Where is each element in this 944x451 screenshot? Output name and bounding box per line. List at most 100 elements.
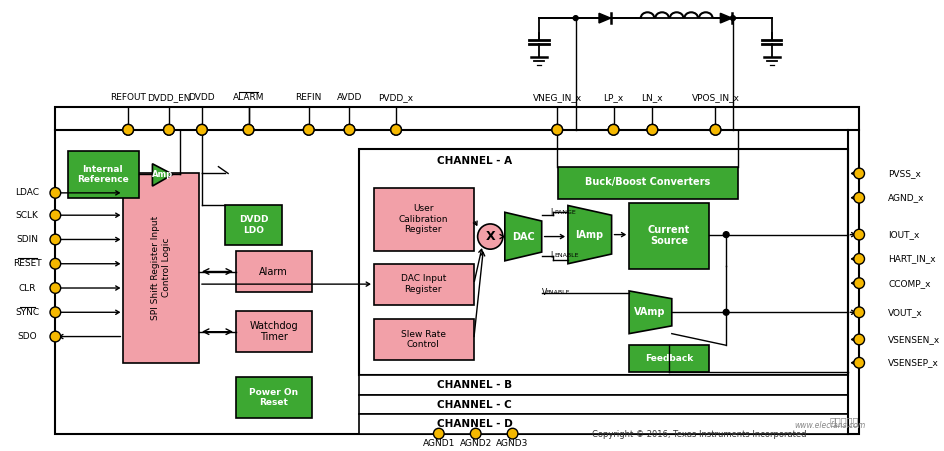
Text: Watchdog
Timer: Watchdog Timer (249, 321, 298, 342)
Text: Buck/Boost Converters: Buck/Boost Converters (585, 177, 710, 187)
Text: DAC Input
Register: DAC Input Register (400, 274, 446, 294)
Text: SYNC: SYNC (15, 308, 40, 317)
Circle shape (433, 428, 444, 439)
Circle shape (710, 124, 721, 135)
Text: Amp: Amp (152, 170, 173, 179)
FancyBboxPatch shape (236, 377, 312, 418)
Circle shape (391, 124, 401, 135)
Circle shape (573, 16, 578, 21)
Circle shape (50, 234, 60, 245)
Text: DVDD
LDO: DVDD LDO (239, 215, 268, 235)
Circle shape (303, 124, 314, 135)
Text: VSENSEN_x: VSENSEN_x (888, 335, 940, 344)
FancyBboxPatch shape (360, 395, 848, 414)
Polygon shape (629, 291, 672, 334)
Text: VSENSEP_x: VSENSEP_x (888, 358, 939, 367)
Circle shape (710, 124, 721, 135)
Text: www.elecfans.com: www.elecfans.com (795, 421, 866, 430)
Text: SDO: SDO (17, 332, 37, 341)
Circle shape (552, 124, 563, 135)
Text: REFOUT: REFOUT (110, 93, 146, 102)
Text: SPI Shift Register Input
Control Logic: SPI Shift Register Input Control Logic (151, 216, 171, 320)
Text: AVDD: AVDD (337, 93, 362, 102)
Circle shape (123, 124, 133, 135)
Text: REFIN: REFIN (295, 93, 322, 102)
Text: IAmp: IAmp (575, 230, 603, 239)
Circle shape (853, 253, 865, 264)
Text: I: I (550, 252, 552, 261)
FancyBboxPatch shape (236, 311, 312, 352)
FancyBboxPatch shape (56, 107, 859, 433)
Circle shape (163, 124, 175, 135)
FancyBboxPatch shape (360, 414, 848, 433)
FancyBboxPatch shape (236, 251, 312, 292)
Circle shape (50, 283, 60, 293)
Text: CHANNEL - C: CHANNEL - C (437, 400, 512, 410)
Text: RANGE: RANGE (554, 210, 576, 215)
Circle shape (608, 124, 619, 135)
FancyBboxPatch shape (360, 149, 848, 375)
Circle shape (196, 124, 208, 135)
Circle shape (507, 428, 518, 439)
Circle shape (50, 258, 60, 269)
Text: Power On
Reset: Power On Reset (249, 388, 298, 407)
Polygon shape (568, 206, 612, 264)
Circle shape (853, 229, 865, 240)
Circle shape (647, 124, 658, 135)
Circle shape (244, 124, 254, 135)
Circle shape (50, 307, 60, 318)
Text: Slew Rate
Control: Slew Rate Control (401, 330, 446, 349)
Text: Alarm: Alarm (260, 267, 288, 276)
Circle shape (647, 124, 658, 135)
Polygon shape (599, 13, 611, 23)
Text: ENABLE: ENABLE (554, 253, 579, 258)
Text: CHANNEL - D: CHANNEL - D (437, 419, 513, 429)
Circle shape (608, 124, 619, 135)
Text: AGND1: AGND1 (423, 439, 455, 448)
Text: 电子发烧友: 电子发烧友 (830, 416, 859, 426)
Circle shape (853, 358, 865, 368)
Text: LP_x: LP_x (603, 93, 624, 102)
Polygon shape (720, 13, 732, 23)
Text: RESET: RESET (13, 259, 42, 268)
Circle shape (123, 124, 133, 135)
FancyBboxPatch shape (68, 151, 139, 198)
Circle shape (723, 232, 729, 238)
Text: Internal
Reference: Internal Reference (77, 165, 128, 184)
Text: CHANNEL - A: CHANNEL - A (437, 156, 512, 166)
Text: DVDD_EN: DVDD_EN (147, 93, 191, 102)
FancyBboxPatch shape (374, 188, 474, 251)
Text: I: I (550, 208, 552, 217)
Circle shape (345, 124, 355, 135)
Text: AGND2: AGND2 (460, 439, 492, 448)
Circle shape (244, 124, 254, 135)
Text: V: V (542, 288, 547, 297)
Circle shape (196, 124, 208, 135)
Circle shape (552, 124, 563, 135)
Text: ENABLE: ENABLE (546, 290, 570, 295)
Circle shape (853, 168, 865, 179)
Text: X: X (485, 230, 495, 243)
Text: VOUT_x: VOUT_x (888, 308, 923, 317)
Circle shape (853, 334, 865, 345)
FancyBboxPatch shape (374, 319, 474, 360)
Circle shape (723, 309, 729, 315)
Text: PVDD_x: PVDD_x (379, 93, 413, 102)
FancyBboxPatch shape (629, 345, 709, 373)
Text: AGND3: AGND3 (497, 439, 529, 448)
Polygon shape (152, 164, 173, 186)
FancyBboxPatch shape (558, 167, 738, 199)
Circle shape (853, 307, 865, 318)
Circle shape (50, 188, 60, 198)
Text: IOUT_x: IOUT_x (888, 230, 919, 239)
Text: DVDD: DVDD (189, 93, 215, 102)
Circle shape (50, 331, 60, 342)
Text: HART_IN_x: HART_IN_x (888, 254, 936, 263)
Text: ALARM: ALARM (233, 93, 264, 102)
Circle shape (345, 124, 355, 135)
Polygon shape (505, 212, 542, 261)
Circle shape (163, 124, 175, 135)
Text: Current
Source: Current Source (648, 225, 690, 246)
Text: Copyright © 2016, Texas Instruments Incorporated: Copyright © 2016, Texas Instruments Inco… (592, 430, 806, 439)
Text: VAmp: VAmp (633, 307, 666, 318)
